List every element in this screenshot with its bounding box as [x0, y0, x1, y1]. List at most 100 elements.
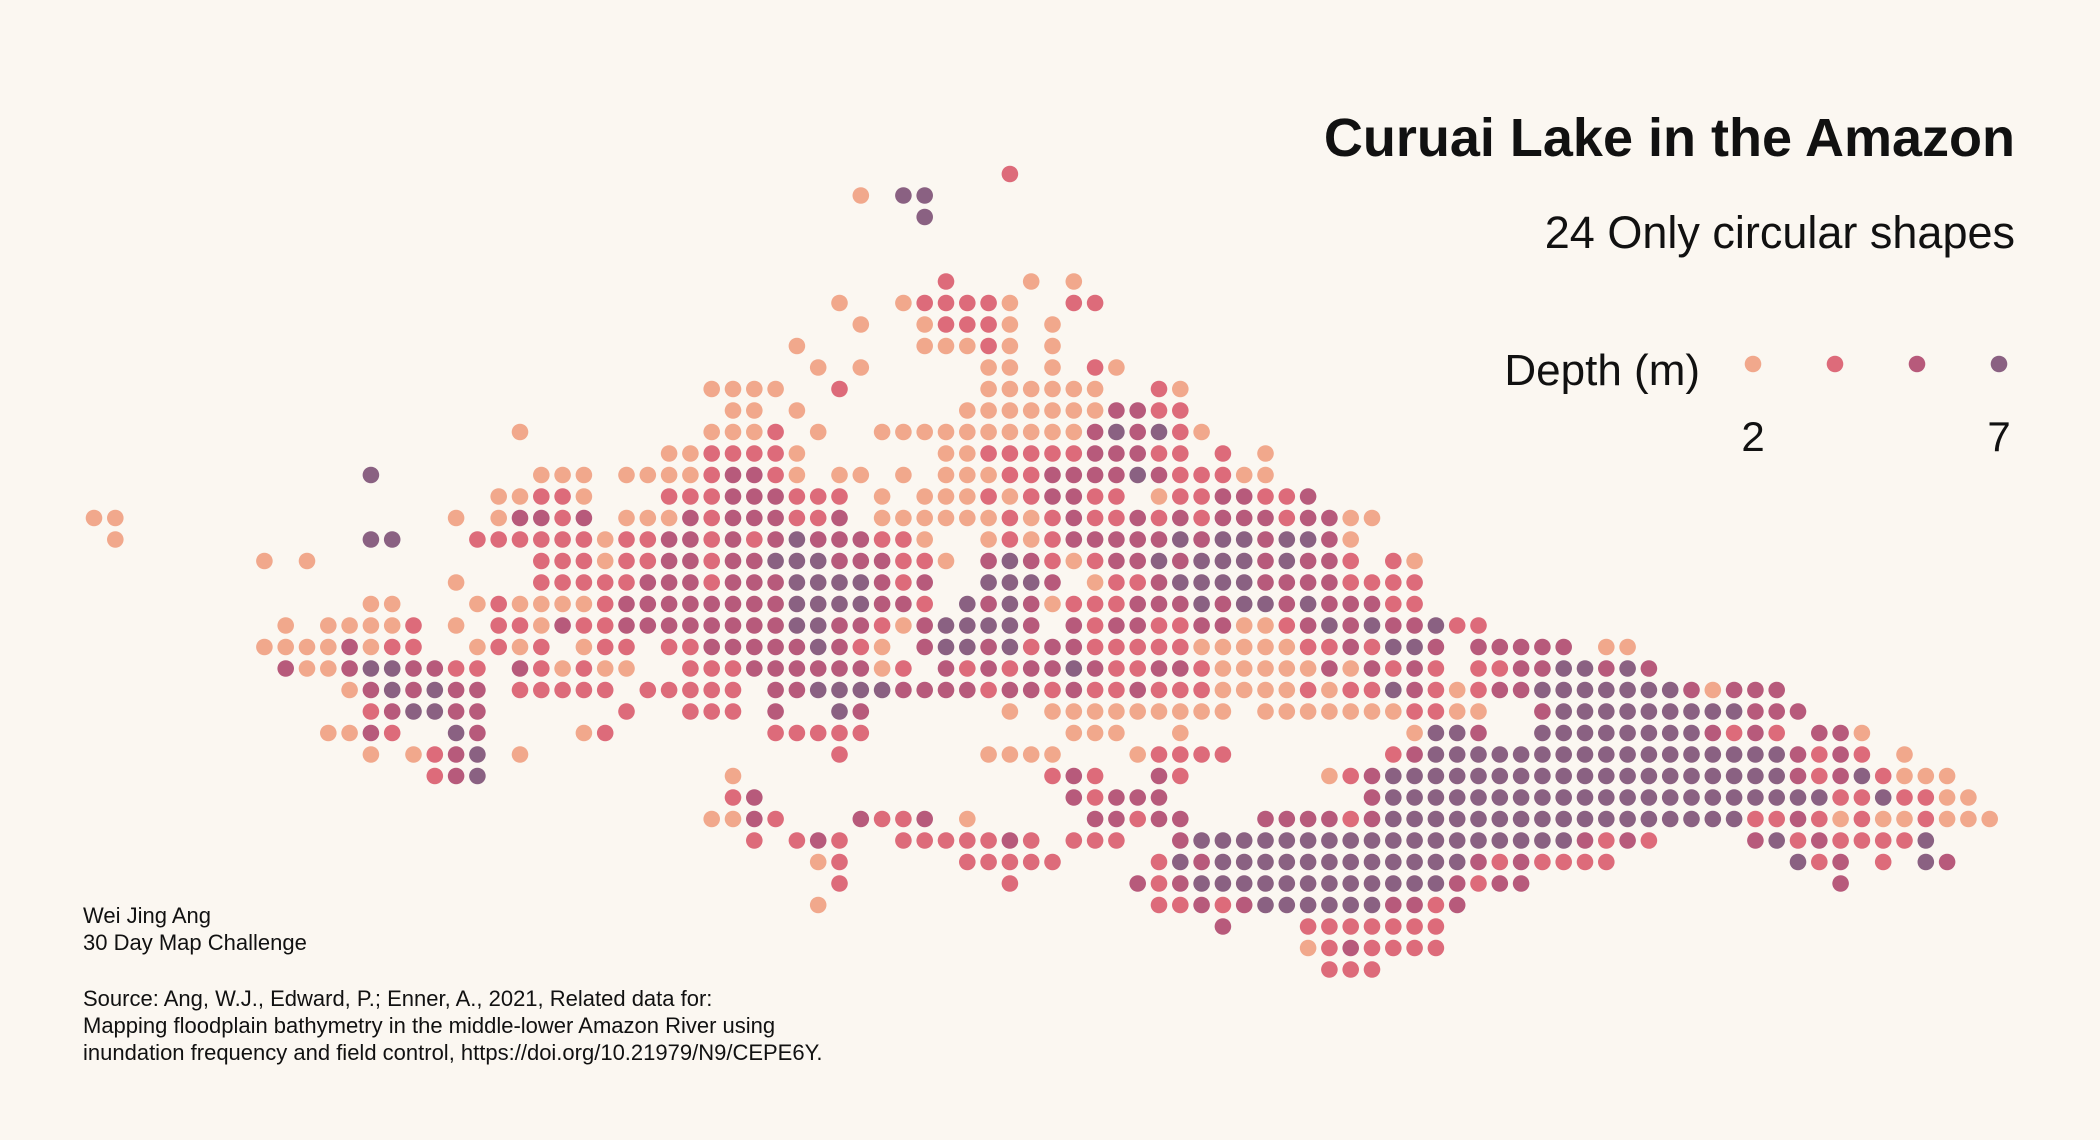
depth-dot	[1278, 638, 1296, 656]
depth-dot	[873, 810, 891, 828]
depth-dot	[895, 294, 912, 312]
depth-dot	[1001, 466, 1019, 484]
depth-dot	[1214, 445, 1232, 462]
depth-dot	[1235, 875, 1253, 892]
depth-dot	[1044, 853, 1061, 871]
depth-dot	[1406, 681, 1423, 699]
depth-dot	[1214, 703, 1232, 720]
depth-dot	[1235, 681, 1253, 699]
depth-dot	[916, 595, 933, 613]
depth-dot	[1576, 703, 1594, 720]
depth-dot	[1598, 810, 1615, 828]
depth-dot	[1150, 660, 1168, 677]
depth-dot	[788, 337, 806, 355]
depth-dot	[1172, 896, 1189, 914]
depth-dot	[511, 509, 529, 527]
depth-dot	[1150, 896, 1168, 914]
depth-dot	[895, 810, 912, 828]
depth-dot	[1257, 681, 1274, 699]
depth-dot	[1129, 617, 1146, 634]
depth-dot	[831, 380, 848, 398]
depth-dot	[1576, 853, 1594, 871]
depth-dot	[809, 552, 827, 570]
depth-dot	[362, 681, 380, 699]
depth-dot	[1129, 574, 1146, 591]
depth-dot	[1214, 875, 1232, 892]
depth-dot	[1789, 703, 1807, 720]
depth-dot	[1640, 724, 1658, 742]
depth-dot	[1278, 875, 1296, 892]
depth-dot	[1150, 767, 1168, 785]
depth-dot	[1001, 681, 1019, 699]
depth-dot	[1022, 660, 1040, 677]
depth-dot	[618, 617, 635, 634]
depth-dot	[1257, 595, 1274, 613]
depth-dot	[1235, 488, 1253, 505]
depth-dot	[980, 552, 997, 570]
depth-dot	[1235, 660, 1253, 677]
depth-dot	[575, 552, 593, 570]
depth-dot	[1022, 681, 1040, 699]
depth-dot	[1150, 423, 1168, 441]
depth-dot	[362, 466, 380, 484]
depth-dot	[1321, 961, 1338, 978]
depth-dot	[959, 337, 976, 355]
depth-dot	[1172, 746, 1189, 763]
depth-dot	[1150, 810, 1168, 828]
depth-dot	[873, 552, 891, 570]
depth-dot	[1172, 853, 1189, 871]
depth-dot	[298, 552, 316, 570]
depth-dot	[1555, 746, 1572, 763]
depth-dot	[1150, 875, 1168, 892]
depth-dot	[1001, 853, 1019, 871]
depth-dot	[1321, 638, 1338, 656]
depth-dot	[1406, 574, 1423, 591]
depth-dot	[1278, 660, 1296, 677]
depth-dot	[1917, 767, 1935, 785]
depth-dot	[596, 681, 614, 699]
depth-dot	[937, 316, 955, 333]
depth-dot	[1086, 789, 1104, 806]
depth-dot	[1172, 509, 1189, 527]
depth-dot	[682, 445, 699, 462]
depth-dot	[554, 509, 571, 527]
depth-dot	[1683, 810, 1700, 828]
depth-dot	[1363, 853, 1381, 871]
depth-dot	[1214, 574, 1232, 591]
depth-dot	[1747, 767, 1764, 785]
depth-dot	[469, 767, 486, 785]
depth-dot	[618, 595, 635, 613]
depth-dot	[746, 574, 763, 591]
depth-dot	[1321, 832, 1338, 849]
depth-dot	[959, 316, 976, 333]
depth-dot	[405, 617, 422, 634]
depth-dot	[1065, 724, 1083, 742]
depth-dot	[320, 724, 337, 742]
depth-dot	[1321, 939, 1338, 957]
depth-dot	[1704, 746, 1722, 763]
depth-dot	[959, 445, 976, 462]
depth-dot	[1321, 918, 1338, 935]
depth-dot	[1086, 359, 1104, 376]
depth-dot	[1853, 746, 1871, 763]
depth-dot	[1086, 595, 1104, 613]
depth-dot	[362, 595, 380, 613]
depth-dot	[703, 552, 720, 570]
depth-dot	[852, 810, 870, 828]
depth-dot	[596, 724, 614, 742]
depth-dot	[1683, 703, 1700, 720]
depth-dot	[1470, 638, 1487, 656]
depth-dot	[1086, 380, 1104, 398]
depth-dot	[767, 660, 784, 677]
depth-dot	[831, 531, 848, 548]
depth-dot	[1022, 531, 1040, 548]
depth-dot	[596, 617, 614, 634]
depth-dot	[1555, 724, 1572, 742]
depth-dot	[1001, 423, 1019, 441]
depth-dot	[1044, 552, 1061, 570]
depth-dot	[1342, 638, 1359, 656]
depth-dot	[767, 681, 784, 699]
depth-dot	[1363, 574, 1381, 591]
depth-dot	[1022, 402, 1040, 419]
depth-dot	[1470, 746, 1487, 763]
